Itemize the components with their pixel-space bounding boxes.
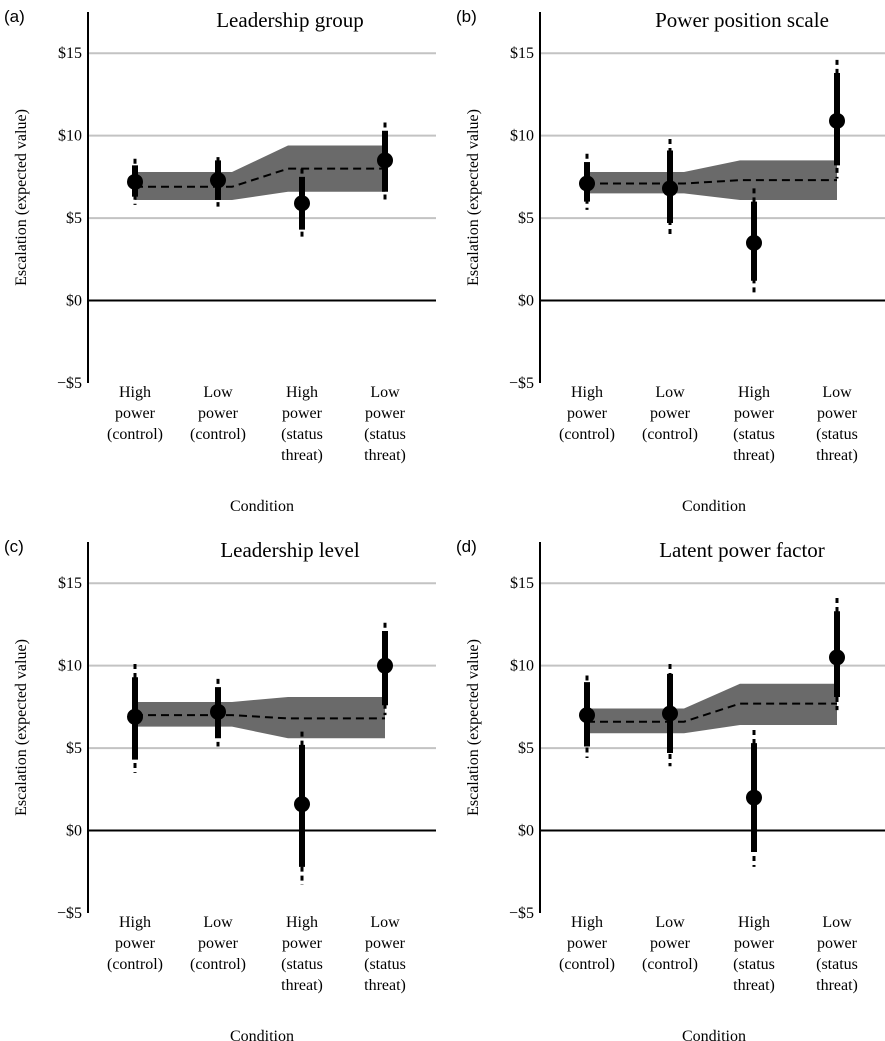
- x-axis-title: Condition: [682, 498, 746, 515]
- y-tick-label: −$5: [509, 905, 534, 922]
- point-estimate: [294, 195, 310, 212]
- chart-panel: (a) Leadership group $15 $10 $5 $0 −$5 High powe…: [4, 7, 436, 515]
- point-estimate: [746, 234, 762, 251]
- point-estimate: [579, 707, 595, 724]
- y-tick-label: $15: [58, 575, 82, 592]
- chart-panel: (b) Power position scale $15 $10 $5 $0 −$5 High…: [456, 7, 885, 515]
- point-estimate: [829, 112, 845, 129]
- y-axis-title: Escalation (expected value): [13, 109, 30, 286]
- x-tick-label: Low power (control): [642, 384, 698, 443]
- x-tick-label: Low power (control): [190, 914, 246, 973]
- x-tick-label: High power (status threat): [281, 384, 323, 464]
- point-estimate: [294, 796, 310, 813]
- panel-letter: (a): [4, 7, 25, 26]
- y-axis-title: Escalation (expected value): [13, 639, 30, 816]
- y-tick-label: $5: [518, 210, 534, 227]
- x-tick-label: Low power (status threat): [816, 914, 858, 994]
- y-tick-label: $0: [66, 293, 82, 310]
- y-tick-label: −$5: [509, 375, 534, 392]
- y-tick-label: $15: [510, 45, 534, 62]
- point-estimate: [127, 708, 143, 725]
- y-tick-label: $10: [58, 128, 82, 145]
- chart-panel: (c) Leadership level $15 $10 $5 $0 −$5 High powe…: [4, 537, 436, 1041]
- x-tick-label: Low power (control): [190, 384, 246, 443]
- predicted-line: [135, 714, 385, 720]
- predicted-line: [587, 179, 837, 185]
- x-tick-label: High power (status threat): [733, 914, 775, 994]
- panel-letter: (b): [456, 7, 477, 26]
- predicted-band: [587, 160, 837, 200]
- panel-letter: (d): [456, 537, 477, 556]
- x-tick-label: High power (status threat): [733, 384, 775, 464]
- predicted-band: [135, 145, 385, 200]
- y-tick-label: $10: [58, 658, 82, 675]
- point-estimate: [210, 703, 226, 720]
- x-tick-label: Low power (status threat): [364, 384, 406, 464]
- point-estimate: [579, 175, 595, 192]
- y-tick-label: −$5: [57, 905, 82, 922]
- point-estimate: [746, 789, 762, 806]
- y-tick-label: $5: [66, 210, 82, 227]
- y-axis-title: Escalation (expected value): [465, 639, 482, 816]
- y-tick-label: $15: [58, 45, 82, 62]
- y-tick-label: $10: [510, 658, 534, 675]
- y-tick-label: $0: [518, 823, 534, 840]
- panel-title: Leadership group: [216, 8, 364, 32]
- y-tick-label: $10: [510, 128, 534, 145]
- x-tick-label: High power (control): [107, 384, 163, 443]
- x-tick-label: Low power (status threat): [816, 384, 858, 464]
- x-tick-label: High power (control): [559, 914, 615, 973]
- x-axis-title: Condition: [682, 1028, 746, 1041]
- x-tick-label: Low power (control): [642, 914, 698, 973]
- point-estimate: [829, 649, 845, 666]
- point-estimate: [210, 172, 226, 189]
- point-estimate: [662, 705, 678, 722]
- panel-letter: (c): [4, 537, 24, 556]
- x-axis-title: Condition: [230, 1028, 294, 1041]
- chart-panel: (d) Latent power factor $15 $10 $5 $0 −$5 High p…: [456, 537, 885, 1041]
- y-tick-label: $5: [66, 740, 82, 757]
- y-tick-label: −$5: [57, 375, 82, 392]
- x-tick-label: Low power (status threat): [364, 914, 406, 994]
- y-tick-label: $0: [66, 823, 82, 840]
- x-axis-title: Condition: [230, 498, 294, 515]
- y-tick-label: $0: [518, 293, 534, 310]
- panel-title: Leadership level: [220, 538, 360, 562]
- point-estimate: [377, 152, 393, 169]
- x-tick-label: High power (control): [107, 914, 163, 973]
- predicted-band: [135, 696, 385, 739]
- x-tick-label: High power (status threat): [281, 914, 323, 994]
- point-estimate: [127, 173, 143, 190]
- panel-title: Latent power factor: [659, 538, 825, 562]
- y-axis-title: Escalation (expected value): [465, 109, 482, 286]
- x-tick-label: High power (control): [559, 384, 615, 443]
- point-estimate: [662, 180, 678, 197]
- point-estimate: [377, 657, 393, 674]
- panel-title: Power position scale: [655, 8, 829, 32]
- predicted-band: [587, 683, 837, 734]
- y-tick-label: $5: [518, 740, 534, 757]
- y-tick-label: $15: [510, 575, 534, 592]
